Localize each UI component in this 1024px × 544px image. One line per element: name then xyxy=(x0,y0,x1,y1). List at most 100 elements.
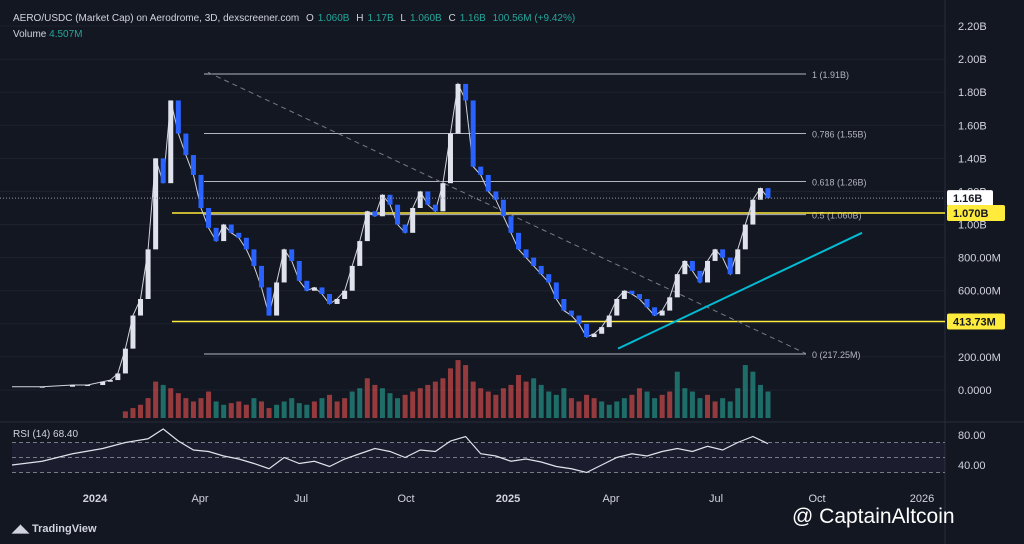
price-candle xyxy=(523,249,529,258)
volume-bar xyxy=(364,378,370,418)
volume-bar xyxy=(606,404,612,418)
volume-bar xyxy=(727,401,733,418)
ohlc-change: 100.56M (+9.42%) xyxy=(492,13,576,24)
price-candle xyxy=(485,174,491,192)
volume-bar xyxy=(697,398,703,418)
x-tick-label: Oct xyxy=(808,493,825,505)
volume-bar xyxy=(432,381,438,418)
price-candle xyxy=(349,265,355,291)
volume-bar xyxy=(228,403,234,418)
price-candle xyxy=(644,299,650,308)
volume-bar xyxy=(221,404,227,418)
watermark: @ CaptainAltcoin xyxy=(792,505,955,528)
price-candle xyxy=(69,385,75,387)
volume-bar xyxy=(720,398,726,418)
volume-bar xyxy=(531,378,537,418)
volume-bar xyxy=(387,393,393,418)
price-candle xyxy=(175,100,181,134)
price-candle xyxy=(190,155,196,175)
price-candle xyxy=(122,348,128,374)
volume-bar xyxy=(674,371,680,418)
price-candle xyxy=(742,224,748,250)
ohlc-close-value: 1.16B xyxy=(459,13,486,24)
volume-bar xyxy=(440,378,446,418)
volume-bar xyxy=(636,388,642,418)
volume-bar xyxy=(289,398,295,418)
price-candle xyxy=(735,249,741,275)
volume-bar xyxy=(206,391,212,418)
price-candle xyxy=(304,280,310,291)
price-candle xyxy=(410,208,416,233)
rsi-tick-label: 40.00 xyxy=(958,460,986,472)
volume-bar xyxy=(258,401,264,418)
fib-level-label: 0.618 (1.26B) xyxy=(812,178,867,188)
volume-bar xyxy=(349,391,355,418)
symbol-title[interactable]: AERO/USDC (Market Cap) on Aerodrome, 3D,… xyxy=(13,13,300,24)
price-candle xyxy=(372,211,378,217)
price-candle xyxy=(591,333,597,338)
x-tick-label: Jul xyxy=(709,493,723,505)
price-candle xyxy=(614,299,620,316)
price-candle xyxy=(697,270,703,283)
price-candle xyxy=(206,208,212,228)
volume-bar xyxy=(342,398,348,418)
ohlc-high-value: 1.17B xyxy=(367,13,394,24)
x-tick-label: 2025 xyxy=(496,493,520,505)
price-candle xyxy=(153,158,159,250)
volume-bar xyxy=(621,398,627,418)
tradingview-label: TradingView xyxy=(31,523,97,535)
price-candle xyxy=(289,249,295,261)
volume-bar xyxy=(591,398,597,418)
volume-bar xyxy=(243,404,249,418)
price-candle xyxy=(387,194,393,205)
price-candle xyxy=(236,232,242,238)
price-candle xyxy=(705,260,711,283)
price-candle xyxy=(183,133,189,156)
price-candle xyxy=(138,299,144,316)
rsi-label[interactable]: RSI (14) xyxy=(13,429,51,440)
price-candle xyxy=(765,188,771,199)
price-tag xyxy=(947,204,1005,221)
volume-bar xyxy=(553,394,559,418)
volume-bar xyxy=(750,371,756,418)
price-candle xyxy=(115,373,121,381)
volume-bar xyxy=(357,388,363,418)
ohlc-high-label: H xyxy=(356,13,364,24)
volume-bar xyxy=(508,384,514,418)
volume-bar xyxy=(153,381,159,418)
volume-bar xyxy=(304,404,310,418)
y-tick-label: 200.00M xyxy=(958,352,1001,364)
volume-bar xyxy=(319,398,325,418)
volume-bar xyxy=(470,381,476,418)
volume-bar xyxy=(561,388,567,418)
price-candle xyxy=(296,260,302,281)
volume-bar xyxy=(735,388,741,418)
volume-bar xyxy=(198,398,204,418)
volume-bar xyxy=(478,388,484,418)
volume-bar xyxy=(425,384,431,418)
price-candle xyxy=(576,315,582,324)
rsi-line xyxy=(11,428,769,474)
volume-header: Volume 4.507M xyxy=(13,29,83,40)
tradingview-icon: ◢◣ xyxy=(12,523,32,535)
y-tick-label: 1.40B xyxy=(958,153,987,165)
price-candle xyxy=(228,224,234,233)
price-candle xyxy=(500,199,506,217)
price-candle xyxy=(417,191,423,208)
price-candle xyxy=(342,290,348,299)
price-candle xyxy=(258,265,264,288)
price-candle xyxy=(168,100,174,184)
volume-bar xyxy=(447,368,453,418)
price-candle xyxy=(395,204,401,225)
price-tag-label: 413.73M xyxy=(953,317,996,329)
price-candle xyxy=(100,381,106,386)
tradingview-logo[interactable]: ◢◣ TradingView xyxy=(12,522,97,535)
fib-level-label: 0.5 (1.060B) xyxy=(812,211,862,221)
volume-bar xyxy=(130,408,136,418)
volume-bar xyxy=(327,394,333,418)
volume-bar xyxy=(168,388,174,418)
price-candle xyxy=(750,199,756,225)
y-tick-label: 1.80B xyxy=(958,87,987,99)
y-tick-label: 1.00B xyxy=(958,220,987,232)
price-candle xyxy=(561,299,567,311)
